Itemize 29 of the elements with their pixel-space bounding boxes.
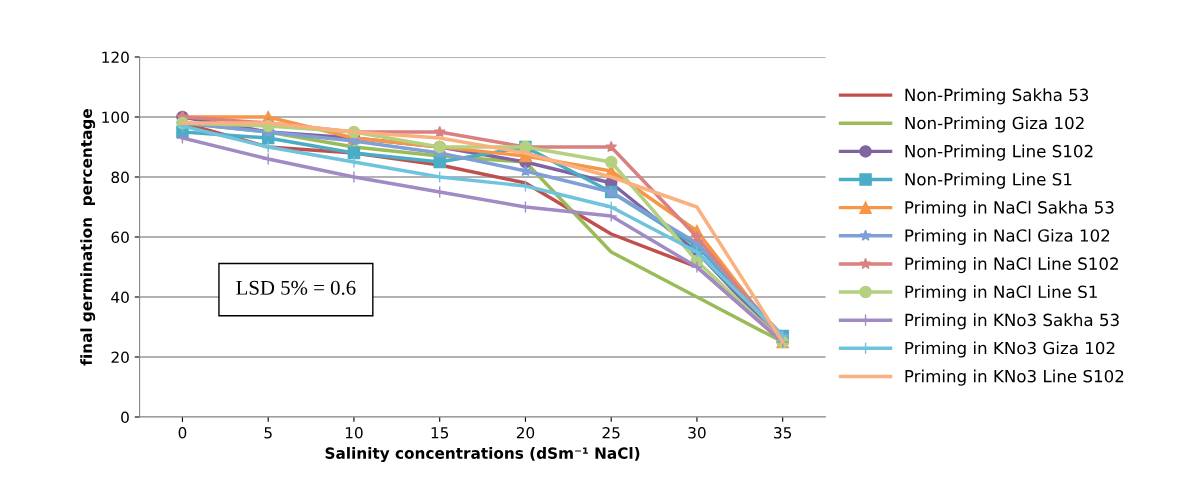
x-tick-label: 0 [178,426,187,439]
legend-label: Non-Priming Line S1 [905,172,1072,189]
x-tick-label: 25 [602,426,620,439]
y-tick-label: 20 [111,351,129,364]
legend-label: Priming in NaCl Sakha 53 [905,200,1114,217]
legend-label: Non-Priming Giza 102 [905,116,1084,133]
annotation: LSD 5% = 0.6 [236,280,356,295]
x-tick-label: 20 [516,426,535,439]
x-tick-label: 35 [774,426,792,439]
legend-label: Non-Priming Line S102 [905,144,1093,161]
legend-label: Priming in KNo3 Line S102 [905,369,1124,386]
y-tick-label: 40 [111,291,129,304]
legend-label: Priming in NaCl Line S1 [905,285,1097,302]
y-tick-label: 100 [102,111,129,124]
y-axis-title: final germination percentage [80,109,96,366]
legend-label: Non-Priming Sakha 53 [905,88,1089,105]
legend-label: Priming in KNo3 Sakha 53 [905,313,1119,330]
legend-label: Priming in NaCl Giza 102 [905,228,1110,246]
y-tick-label: 0 [121,411,129,424]
x-tick-label: 15 [431,427,449,439]
legend-label: Priming in NaCl Line S102 [905,257,1118,274]
y-tick-label: 80 [111,171,129,184]
x-tick-label: 30 [688,426,706,439]
x-tick-label: 5 [264,427,272,439]
x-tick-label: 10 [345,426,363,439]
y-tick-label: 60 [111,231,129,244]
legend-label: Priming in KNo3 Giza 102 [905,341,1115,358]
x-axis-title: Salinity concentrations (dSm⁻¹ NaCl) [325,447,640,462]
y-tick-label: 120 [102,51,129,64]
